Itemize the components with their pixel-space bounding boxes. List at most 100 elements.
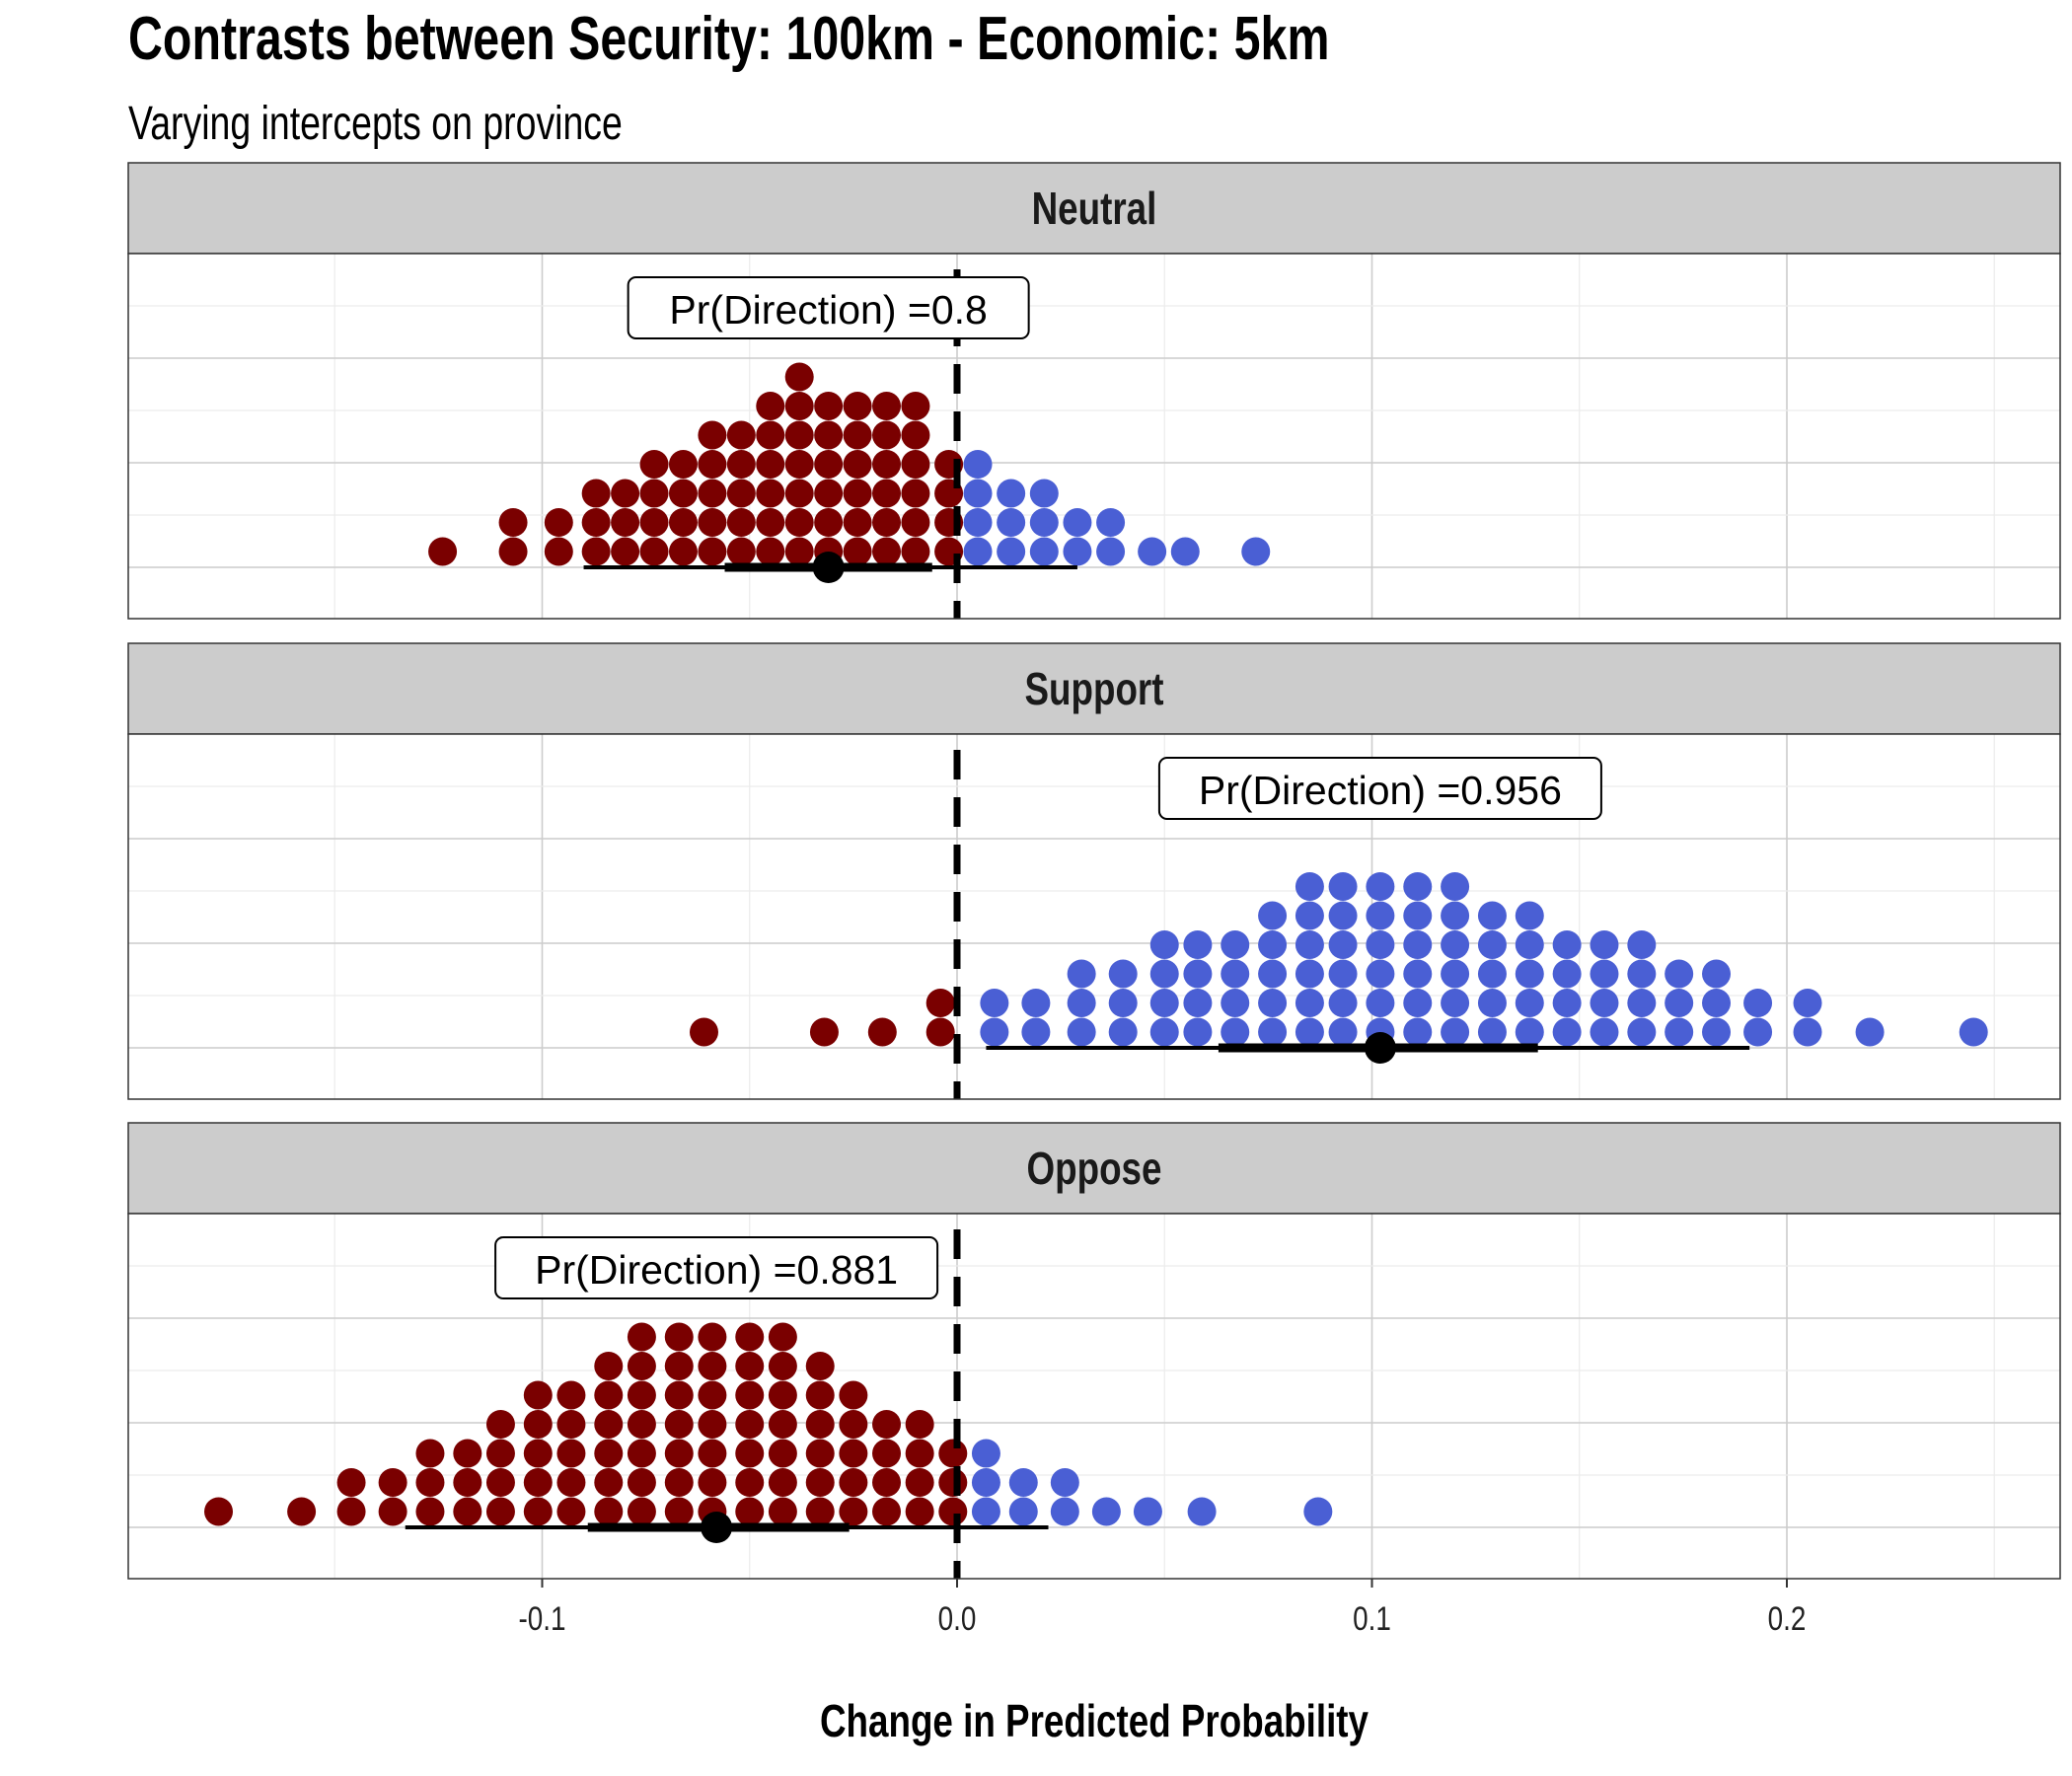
dot bbox=[805, 1439, 835, 1468]
dot bbox=[938, 1439, 968, 1468]
dot bbox=[905, 1439, 934, 1468]
dot bbox=[1552, 930, 1582, 959]
dot bbox=[843, 450, 872, 479]
dot bbox=[204, 1497, 234, 1526]
dot bbox=[839, 1410, 868, 1439]
dot bbox=[768, 1352, 797, 1380]
dot bbox=[901, 450, 930, 479]
dot bbox=[594, 1352, 624, 1380]
dot bbox=[1552, 1017, 1582, 1047]
facet-oppose: Oppose Pr(Direction) =0.881 bbox=[127, 1122, 2061, 1580]
dot bbox=[611, 508, 640, 537]
dot bbox=[1959, 1017, 1988, 1047]
dot bbox=[1366, 872, 1395, 901]
dot bbox=[1328, 989, 1358, 1017]
annotation-box bbox=[627, 276, 1030, 339]
dot bbox=[581, 479, 611, 508]
dot bbox=[594, 1380, 624, 1410]
dot bbox=[1295, 959, 1324, 989]
dot bbox=[756, 392, 785, 420]
dot bbox=[971, 1439, 1000, 1468]
dot bbox=[1627, 930, 1657, 959]
dot bbox=[925, 1017, 955, 1047]
dot bbox=[872, 392, 902, 420]
dot bbox=[1303, 1497, 1333, 1526]
dot bbox=[664, 1322, 694, 1352]
dot bbox=[1665, 1017, 1694, 1047]
dot bbox=[784, 420, 814, 450]
chart-subtitle: Varying intercepts on province bbox=[128, 98, 623, 150]
dot bbox=[556, 1439, 586, 1468]
panel-border bbox=[127, 733, 2061, 1100]
dot bbox=[1441, 1017, 1470, 1047]
dot bbox=[814, 420, 844, 450]
dot bbox=[756, 479, 785, 508]
dot bbox=[1221, 1017, 1250, 1047]
dot bbox=[1133, 1497, 1162, 1526]
facet-label: Oppose bbox=[1027, 1143, 1162, 1194]
dot bbox=[901, 479, 930, 508]
dot bbox=[1108, 959, 1138, 989]
dot bbox=[1702, 989, 1732, 1017]
point-estimate bbox=[812, 552, 845, 583]
dot bbox=[453, 1439, 482, 1468]
dot bbox=[726, 508, 756, 537]
dot bbox=[1328, 959, 1358, 989]
dot bbox=[1590, 989, 1619, 1017]
dot bbox=[544, 508, 573, 537]
dot bbox=[1063, 537, 1092, 566]
dot bbox=[698, 1322, 727, 1352]
dot bbox=[938, 1497, 968, 1526]
dot bbox=[415, 1439, 445, 1468]
dot bbox=[756, 508, 785, 537]
dot bbox=[1067, 959, 1096, 989]
dot bbox=[1096, 537, 1126, 566]
dot bbox=[668, 450, 698, 479]
dot bbox=[925, 989, 955, 1017]
dot bbox=[1183, 989, 1213, 1017]
dot bbox=[1441, 901, 1470, 930]
dot bbox=[1008, 1497, 1038, 1526]
dot bbox=[378, 1497, 407, 1526]
dot bbox=[905, 1468, 934, 1497]
dot bbox=[1855, 1017, 1885, 1047]
dot bbox=[905, 1497, 934, 1526]
dot bbox=[1403, 901, 1433, 930]
dot bbox=[784, 508, 814, 537]
dot bbox=[1477, 901, 1507, 930]
dot bbox=[523, 1410, 553, 1439]
dot bbox=[689, 1017, 718, 1047]
dot bbox=[901, 537, 930, 566]
dot bbox=[980, 989, 1009, 1017]
dot bbox=[1590, 959, 1619, 989]
dot bbox=[1366, 930, 1395, 959]
dot bbox=[668, 508, 698, 537]
point-estimate bbox=[1364, 1032, 1396, 1064]
dot bbox=[544, 537, 573, 566]
dot bbox=[1793, 1017, 1822, 1047]
dot bbox=[627, 1497, 656, 1526]
dot bbox=[1050, 1497, 1079, 1526]
dot bbox=[971, 1468, 1000, 1497]
dot bbox=[1328, 930, 1358, 959]
dot bbox=[1149, 959, 1179, 989]
annotation-box bbox=[494, 1236, 939, 1299]
dot bbox=[756, 420, 785, 450]
dot bbox=[814, 450, 844, 479]
dot bbox=[664, 1352, 694, 1380]
dot bbox=[735, 1497, 765, 1526]
direction-annotation: Pr(Direction) =0.956 bbox=[1157, 757, 1602, 820]
dot bbox=[1403, 959, 1433, 989]
dot bbox=[1241, 537, 1271, 566]
dot bbox=[1515, 989, 1544, 1017]
facet-neutral: Neutral Pr(Direction) =0.8 bbox=[127, 162, 2061, 620]
x-tick-label: -0.1 bbox=[518, 1599, 565, 1637]
dot bbox=[1441, 930, 1470, 959]
dot bbox=[756, 450, 785, 479]
facet-strip bbox=[127, 1122, 2061, 1215]
dot bbox=[594, 1468, 624, 1497]
dot bbox=[1029, 537, 1059, 566]
dot bbox=[756, 537, 785, 566]
dot bbox=[1096, 508, 1126, 537]
x-tick-label: 0.0 bbox=[938, 1599, 977, 1637]
